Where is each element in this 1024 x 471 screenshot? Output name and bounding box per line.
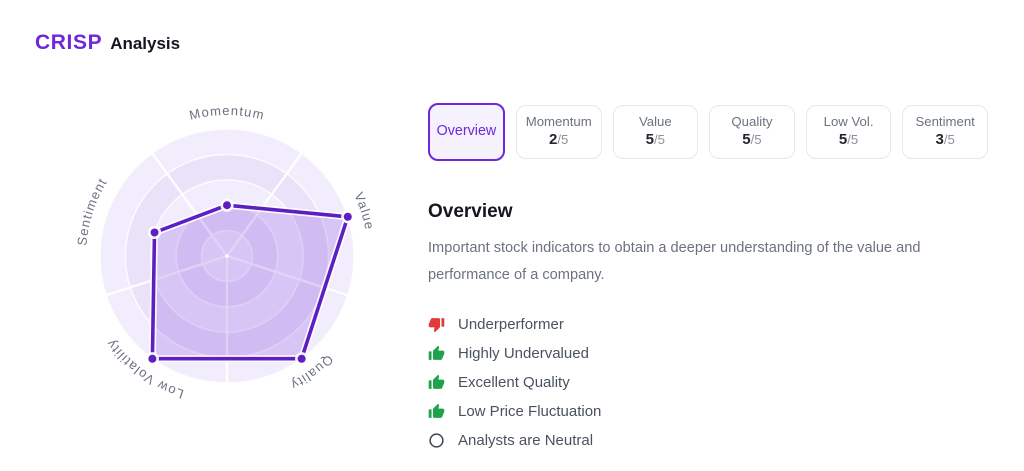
tab-bar: Overview Momentum 2/5 Value 5/5 Quality … bbox=[428, 103, 988, 161]
tab-low-vol-score: 5/5 bbox=[838, 130, 859, 148]
tab-value[interactable]: Value 5/5 bbox=[612, 105, 699, 159]
radar-vertex-dot bbox=[297, 354, 306, 363]
section-description: Important stock indicators to obtain a d… bbox=[428, 240, 921, 283]
indicator-label: Analysts are Neutral bbox=[458, 432, 594, 449]
thumb-up-icon bbox=[428, 345, 445, 362]
tab-overview-label: Overview bbox=[436, 123, 497, 140]
header: CRISP Analysis bbox=[35, 31, 180, 55]
analysis-panel: Overview Momentum 2/5 Value 5/5 Quality … bbox=[428, 103, 988, 455]
tab-momentum-score: 2/5 bbox=[549, 130, 569, 148]
neutral-circle-icon bbox=[428, 432, 445, 449]
tab-sentiment-label: Sentiment bbox=[915, 114, 975, 130]
indicator-excellent-quality: Excellent Quality bbox=[428, 368, 988, 397]
radar-vertex-dot bbox=[148, 354, 157, 363]
tab-sentiment[interactable]: Sentiment 3/5 bbox=[902, 105, 988, 159]
radar-vertex-dot bbox=[223, 201, 231, 210]
tab-momentum-label: Momentum bbox=[525, 114, 592, 130]
indicator-label: Underperformer bbox=[458, 316, 564, 333]
radar-grid-spoke bbox=[151, 152, 228, 257]
crisp-logo: CRISP bbox=[35, 31, 103, 54]
radar-axis-label: Momentum bbox=[188, 103, 266, 123]
tab-momentum[interactable]: Momentum 2/5 bbox=[515, 105, 602, 159]
indicator-label: Excellent Quality bbox=[458, 374, 570, 391]
indicator-list: Underperformer Highly Undervalued Excell… bbox=[428, 310, 988, 455]
radar-polygon-fill bbox=[152, 205, 348, 359]
indicator-low-price-fluctuation: Low Price Fluctuation bbox=[428, 397, 988, 426]
indicator-label: Highly Undervalued bbox=[458, 345, 589, 362]
tab-overview[interactable]: Overview bbox=[428, 103, 505, 161]
indicator-analysts-neutral: Analysts are Neutral bbox=[428, 426, 988, 455]
section-heading: Overview bbox=[428, 201, 513, 222]
app-title: Analysis bbox=[110, 34, 181, 53]
thumb-down-icon bbox=[428, 316, 445, 333]
radar-center-dot bbox=[225, 254, 229, 258]
indicator-underperformer: Underperformer bbox=[428, 310, 988, 339]
indicator-label: Low Price Fluctuation bbox=[458, 403, 602, 420]
radar-vertex-dot bbox=[343, 212, 352, 221]
tab-value-label: Value bbox=[638, 114, 672, 130]
tab-value-score: 5/5 bbox=[645, 130, 665, 148]
tab-quality-label: Quality bbox=[731, 114, 773, 130]
tab-low-vol[interactable]: Low Vol. 5/5 bbox=[805, 105, 892, 159]
radar-grid-spoke bbox=[105, 254, 228, 297]
radar-polygon bbox=[150, 203, 350, 361]
radar-vertex-dot bbox=[150, 228, 159, 237]
indicator-highly-undervalued: Highly Undervalued bbox=[428, 339, 988, 368]
tab-quality-score: 5/5 bbox=[742, 130, 762, 148]
tab-sentiment-score: 3/5 bbox=[935, 130, 955, 148]
tab-quality[interactable]: Quality 5/5 bbox=[709, 105, 795, 159]
tab-low-vol-label: Low Vol. bbox=[823, 114, 874, 130]
thumb-up-icon bbox=[428, 403, 445, 420]
radar-axis-label: Value bbox=[351, 190, 377, 231]
thumb-up-icon bbox=[428, 374, 445, 391]
radar-grid-spoke bbox=[226, 152, 303, 257]
